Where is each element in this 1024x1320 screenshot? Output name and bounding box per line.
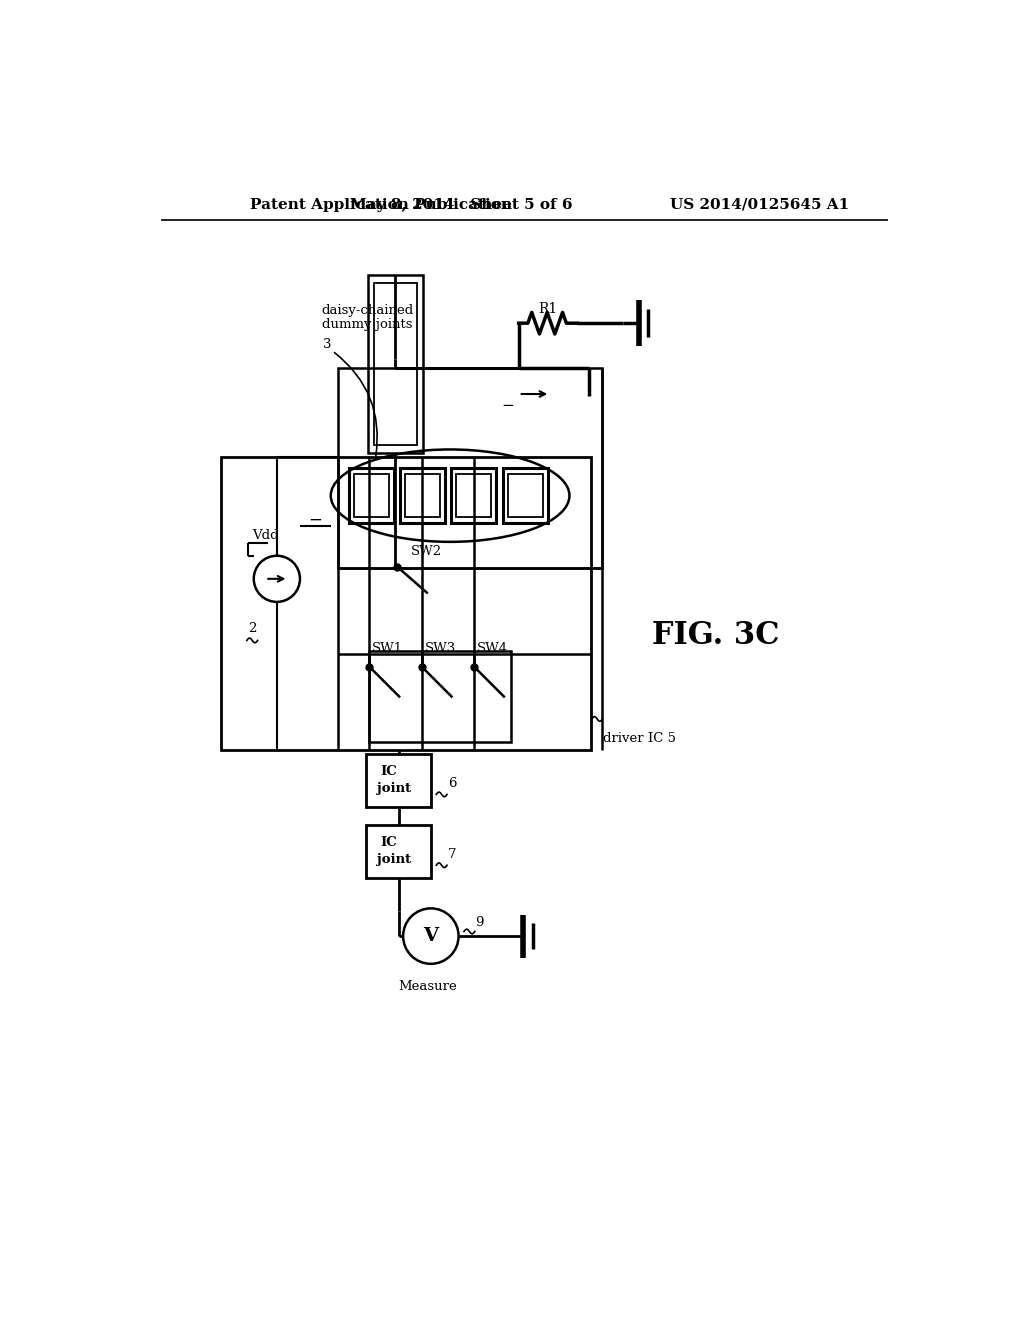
Text: SW3: SW3 (425, 642, 456, 655)
Text: FIG. 3C: FIG. 3C (652, 620, 779, 651)
Text: dummy joints: dummy joints (322, 318, 412, 331)
Bar (339, 368, 602, 568)
Bar (503, 469, 548, 524)
Text: daisy-chained: daisy-chained (322, 305, 414, 317)
Text: 9: 9 (475, 916, 484, 929)
Text: Patent Application Publication: Patent Application Publication (250, 198, 512, 211)
Text: 2: 2 (248, 622, 256, 635)
Bar (349, 469, 394, 524)
Bar (367, 755, 431, 807)
Bar (451, 469, 496, 524)
Text: US 2014/0125645 A1: US 2014/0125645 A1 (670, 198, 849, 211)
Text: SW2: SW2 (411, 545, 442, 557)
Text: 3: 3 (323, 338, 331, 351)
Text: −: − (502, 400, 514, 413)
Text: May 8, 2014   Sheet 5 of 6: May 8, 2014 Sheet 5 of 6 (350, 198, 572, 211)
Text: 7: 7 (447, 847, 457, 861)
Bar (404, 474, 440, 517)
Bar (374, 284, 417, 445)
Bar (221, 457, 591, 750)
Text: joint: joint (377, 781, 411, 795)
Text: SW4: SW4 (477, 642, 508, 655)
Bar (368, 276, 423, 453)
Text: joint: joint (377, 853, 411, 866)
Text: SW1: SW1 (373, 642, 403, 655)
Text: V: V (423, 927, 438, 945)
Text: R1: R1 (539, 302, 557, 317)
Text: Vdd: Vdd (252, 529, 279, 543)
Text: 6: 6 (447, 777, 457, 791)
Bar (354, 474, 389, 517)
Text: driver IC 5: driver IC 5 (602, 731, 676, 744)
Bar (508, 474, 544, 517)
Text: Measure: Measure (398, 981, 457, 994)
Bar (456, 474, 490, 517)
Bar (400, 469, 444, 524)
Bar (370, 651, 511, 742)
Text: IC: IC (380, 836, 396, 849)
Text: −: − (308, 512, 323, 529)
Text: IC: IC (380, 764, 396, 777)
Bar (367, 825, 431, 878)
